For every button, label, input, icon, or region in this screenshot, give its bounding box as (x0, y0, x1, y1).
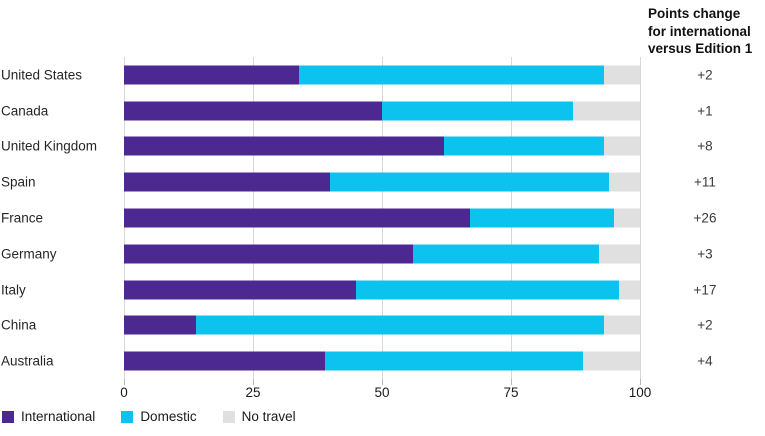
axis-tick-50 (381, 379, 383, 385)
bar-segment-no-travel (603, 65, 640, 85)
bar-segment-international (124, 351, 326, 371)
legend-swatch-icon (2, 410, 14, 423)
chart-row: Australia +4 (0, 343, 765, 379)
bar-track (124, 172, 640, 192)
axis-tick-25 (252, 379, 254, 385)
legend-item-domestic: Domestic (121, 409, 197, 424)
bar-segment-no-travel (614, 208, 640, 228)
bar-track (124, 351, 640, 371)
chart-row: Germany +3 (0, 236, 765, 272)
bar-segment-domestic (325, 351, 584, 371)
x-axis-tick-label-0: 0 (120, 385, 128, 400)
x-axis-tick-label-100: 100 (628, 385, 652, 400)
points-change-value: +2 (697, 317, 713, 333)
category-label: Italy (1, 282, 26, 298)
points-change-value: +3 (697, 246, 713, 262)
legend-label: International (21, 409, 96, 424)
bar-segment-no-travel (583, 351, 640, 371)
bar-segment-domestic (330, 172, 610, 192)
gridline-100 (639, 57, 641, 379)
legend-item-international: International (2, 409, 95, 424)
points-change-header: Points change for international versus E… (648, 6, 753, 56)
axis-tick-75 (510, 379, 512, 385)
bar-segment-domestic (443, 136, 604, 156)
bar-track (124, 65, 640, 85)
bar-track (124, 280, 640, 300)
points-change-value: +4 (697, 353, 713, 369)
bar-segment-no-travel (609, 172, 640, 192)
bar-track (124, 315, 640, 335)
category-label: Spain (1, 174, 36, 190)
bar-segment-international (124, 208, 470, 228)
bar-segment-no-travel (598, 244, 640, 264)
bar-segment-no-travel (603, 136, 640, 156)
bar-track (124, 208, 640, 228)
chart-row: United States +2 (0, 57, 765, 93)
legend-swatch-icon (222, 410, 235, 423)
chart-row: Italy +17 (0, 272, 765, 308)
chart-plot-area: United States +2 Canada +1 United Kingdo… (0, 57, 765, 379)
chart-row: United Kingdom +8 (0, 129, 765, 165)
bar-segment-international (124, 101, 382, 121)
bar-segment-domestic (356, 280, 620, 300)
bar-track (124, 244, 640, 264)
bar-segment-international (124, 280, 357, 300)
bar-segment-domestic (469, 208, 615, 228)
legend-label: No travel (241, 409, 296, 424)
category-label: United Kingdom (1, 138, 98, 154)
points-change-value: +8 (697, 138, 713, 154)
points-change-value: +26 (693, 210, 717, 226)
x-axis-tick-label-50: 50 (374, 385, 390, 400)
bar-segment-international (124, 172, 331, 192)
chart-row: Spain +11 (0, 164, 765, 200)
bar-segment-international (124, 136, 444, 156)
bar-segment-domestic (382, 101, 573, 121)
category-label: United States (1, 67, 83, 83)
bar-segment-no-travel (619, 280, 640, 300)
bar-segment-no-travel (603, 315, 640, 335)
legend-swatch-icon (121, 410, 134, 423)
bar-segment-international (124, 315, 197, 335)
chart-row: France +26 (0, 200, 765, 236)
x-axis: 0 25 50 75 100 (120, 385, 651, 401)
category-label: Australia (1, 353, 54, 369)
x-axis-tick-label-75: 75 (503, 385, 519, 400)
bar-track (124, 136, 640, 156)
bar-track (124, 101, 640, 121)
category-label: Canada (1, 103, 49, 119)
bar-segment-domestic (196, 315, 604, 335)
points-change-value: +11 (694, 174, 716, 190)
chart-row: Canada +1 (0, 93, 765, 129)
points-change-value: +1 (697, 103, 713, 119)
bar-segment-domestic (412, 244, 599, 264)
bar-segment-international (124, 65, 300, 85)
category-label: Germany (1, 246, 57, 262)
category-label: China (1, 317, 37, 333)
legend-item-no-travel: No travel (222, 409, 296, 424)
x-axis-tick-label-25: 25 (245, 385, 261, 400)
category-label: France (1, 210, 44, 226)
axis-tick-0 (123, 379, 125, 385)
points-change-value: +2 (697, 67, 713, 83)
bar-segment-international (124, 244, 413, 264)
chart-row: China +2 (0, 307, 765, 343)
legend-label: Domestic (140, 409, 197, 424)
bar-segment-domestic (299, 65, 604, 85)
points-change-value: +17 (693, 282, 717, 298)
legend: International Domestic No travel (2, 409, 296, 424)
bar-segment-no-travel (572, 101, 640, 121)
axis-tick-100 (639, 379, 641, 385)
